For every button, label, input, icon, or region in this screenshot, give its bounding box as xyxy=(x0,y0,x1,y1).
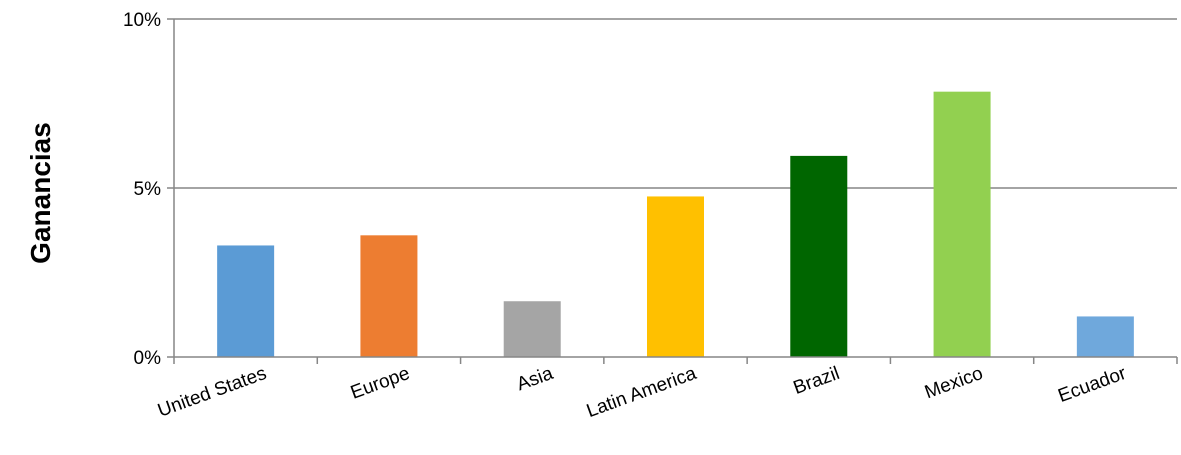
bar xyxy=(790,155,848,357)
bar xyxy=(217,245,275,357)
bar xyxy=(360,235,418,357)
x-tick-label: Latin America xyxy=(584,363,700,422)
x-tick-label: Brazil xyxy=(791,363,843,399)
gridlines xyxy=(167,18,1177,358)
bar xyxy=(647,196,704,357)
y-tick-label: 5% xyxy=(134,179,162,200)
bars xyxy=(217,91,1134,358)
y-axis-label: Ganancias xyxy=(25,122,56,264)
y-tick-label: 0% xyxy=(134,348,162,369)
y-tick-labels: 0% 5% 10% xyxy=(123,10,161,369)
y-tick-label: 10% xyxy=(123,10,161,31)
x-tick-labels: United States Europe Asia Latin America Braz… xyxy=(155,363,1130,422)
bar xyxy=(503,301,561,357)
bar xyxy=(933,91,991,358)
x-tick-label: Ecuador xyxy=(1055,363,1129,407)
x-tick-label: Asia xyxy=(514,363,556,396)
x-tick-label: United States xyxy=(155,363,269,422)
bar xyxy=(1076,316,1134,357)
axes xyxy=(173,19,1178,364)
x-tick-label: Mexico xyxy=(922,363,986,403)
x-tick-label: Europe xyxy=(348,363,413,404)
